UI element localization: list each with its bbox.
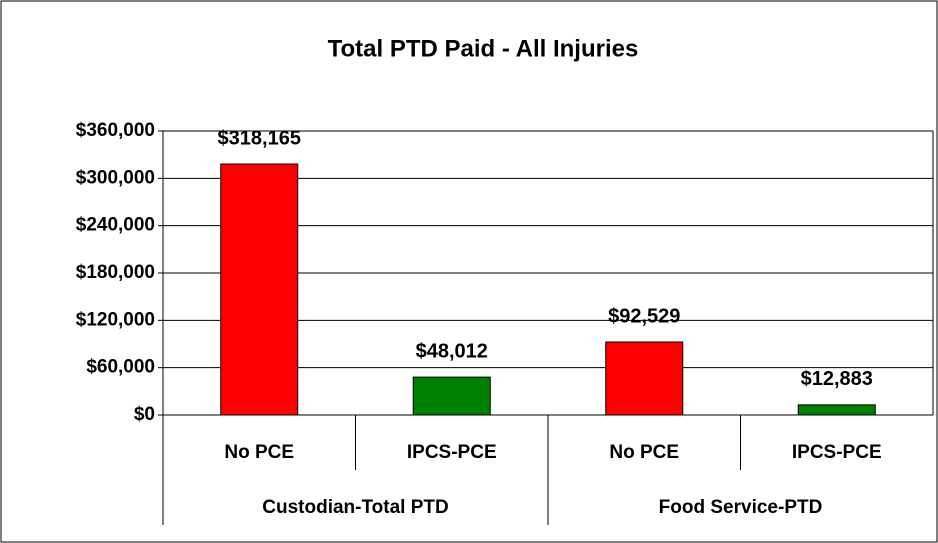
chart-title: Total PTD Paid - All Injuries bbox=[328, 35, 639, 62]
y-tick-label: $180,000 bbox=[76, 262, 155, 283]
bar bbox=[797, 404, 876, 416]
value-label: $318,165 bbox=[218, 127, 301, 149]
group-label: Food Service-PTD bbox=[659, 497, 823, 518]
x-tick-label: No PCE bbox=[609, 442, 679, 463]
bar bbox=[605, 341, 684, 416]
value-label: $48,012 bbox=[416, 340, 488, 362]
y-tick-label: $360,000 bbox=[76, 120, 155, 141]
x-tick-label: IPCS-PCE bbox=[407, 442, 497, 463]
value-label: $92,529 bbox=[608, 305, 680, 327]
bar bbox=[220, 163, 299, 416]
y-tick-label: $240,000 bbox=[76, 215, 155, 236]
bar bbox=[412, 376, 491, 416]
group-label: Custodian-Total PTD bbox=[262, 497, 448, 518]
y-tick-label: $0 bbox=[134, 404, 155, 425]
x-tick-label: IPCS-PCE bbox=[792, 442, 882, 463]
y-tick-label: $60,000 bbox=[86, 357, 155, 378]
x-tick-label: No PCE bbox=[224, 442, 294, 463]
value-label: $12,883 bbox=[801, 368, 873, 390]
y-tick-label: $300,000 bbox=[76, 167, 155, 188]
y-tick-label: $120,000 bbox=[76, 309, 155, 330]
